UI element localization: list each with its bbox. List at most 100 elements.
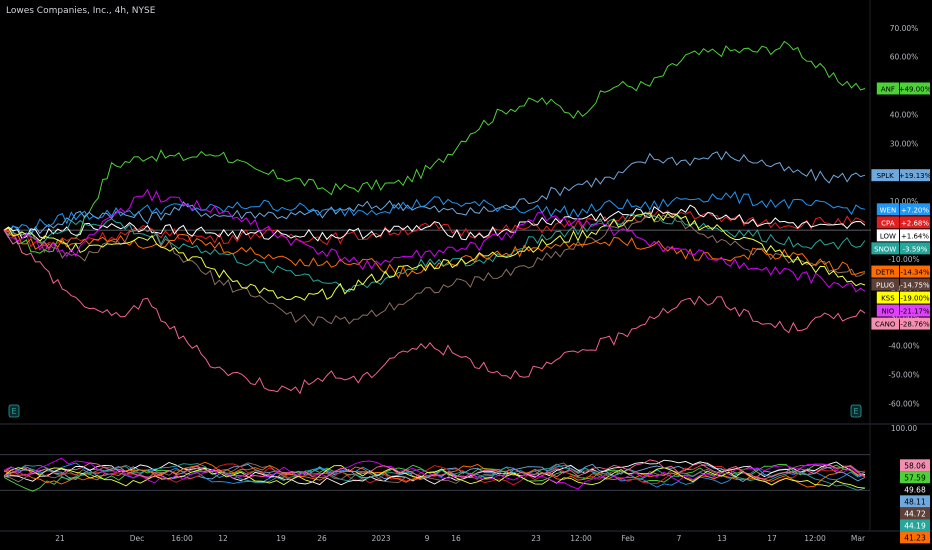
osc-readout: 44.19 [900,519,930,532]
series-value-tag [900,242,930,255]
series-line-plug [3,210,866,327]
x-tick-label: Feb [621,534,635,543]
series-label-cano: CANO -28.76% [871,317,930,330]
osc-readout-text: 58.06 [904,461,926,470]
series-name-text: PLUG [876,282,894,290]
series-value-text: +49.00% [899,85,932,93]
series-line-anf [3,40,866,254]
y-tick-label: 30.00% [890,139,919,148]
osc-readout: 58.06 [900,459,930,472]
series-name-text: KSS [881,295,895,303]
y-tick-label: 60.00% [890,53,919,62]
x-tick-label: 7 [677,534,682,543]
series-line-snow [3,211,866,293]
series-value-text: -14.75% [900,282,930,290]
series-label-cpa: CPA +2.68% [876,216,930,229]
series-value-text: -14.34% [900,269,930,277]
series-value-text: +7.20% [901,206,929,214]
chart-title: Lowes Companies, Inc., 4h, NYSE [6,6,156,16]
series-label-wen: WEN +7.20% [876,203,930,216]
series-label-splk: SPLK +19.13% [871,169,932,182]
series-value-text: -21.17% [900,308,930,316]
osc-readout: 41.23 [900,531,930,544]
series-name-text: LOW [880,232,896,240]
series-value-tag [900,278,930,291]
x-tick-label: 9 [425,534,430,543]
series-value-text: -19.00% [900,295,930,303]
osc-line-detr [3,461,866,488]
series-value-text: -3.59% [903,245,928,253]
series-value-text: +19.13% [899,172,932,180]
series-name-text: NIO [881,308,894,316]
series-label-low: LOW +1.64% [876,229,930,242]
series-value-tag [900,203,930,216]
y-tick-label: 40.00% [890,110,919,119]
x-tick-label: 12 [218,534,228,543]
x-tick-label: Mar [851,534,866,543]
series-label-plug: PLUG -14.75% [871,278,930,291]
series-name-tag [876,304,899,317]
x-tick-label: 23 [531,534,541,543]
osc-line-anf [3,463,866,492]
series-label-nio: NIO -21.17% [876,304,930,317]
series-name-text: SNOW [874,245,896,253]
osc-readout: 49.68 [900,483,930,496]
osc-readout-text: 44.19 [904,521,926,530]
x-tick-label: 26 [317,534,327,543]
x-tick-label: 19 [276,534,286,543]
y-tick-label: -60.00% [888,400,919,409]
series-value-tag [900,229,930,242]
y-tick-label: -50.00% [888,371,919,380]
osc-y-tick-label: 100.00 [891,424,917,433]
x-tick-label: 16:00 [171,534,193,543]
y-tick-label: 70.00% [890,24,919,33]
series-name-tag [876,216,899,229]
x-tick-label: Dec [130,534,145,543]
series-name-tag [871,278,899,291]
osc-line-low [3,459,866,486]
series-name-text: ANF [881,85,895,93]
x-tick-label: 16 [451,534,461,543]
earnings-marker-icon: E [850,404,862,418]
x-tick-label: 13 [717,534,727,543]
y-tick-label: -30.00% [888,313,919,322]
series-value-tag [900,216,930,229]
x-tick-label: 17 [767,534,777,543]
series-label-detr: DETR -14.34% [871,265,930,278]
series-value-text: +1.64% [901,232,929,240]
svg-text:E: E [11,407,16,416]
x-tick-label: 2023 [371,534,390,543]
y-tick-label: 10.00% [890,197,919,206]
series-name-tag [876,291,899,304]
x-tick-label: 12:00 [804,534,826,543]
series-name-text: CANO [875,321,896,329]
series-line-cano [3,229,866,395]
series-name-tag [876,229,899,242]
series-value-tag [900,317,930,330]
osc-readout-text: 41.23 [904,533,926,542]
osc-readout-text: 44.72 [904,509,926,518]
series-label-anf: ANF +49.00% [876,82,932,95]
osc-readout-text: 57.59 [904,473,926,482]
osc-readout: 57.59 [900,471,930,484]
y-tick-label: -40.00% [888,342,919,351]
series-line-wen [3,190,866,232]
series-name-tag [871,265,899,278]
series-value-tag [900,265,930,278]
svg-text:E: E [853,407,858,416]
series-name-tag [876,82,899,95]
osc-readout: 48.11 [900,495,930,508]
series-name-text: SPLK [877,172,895,180]
series-line-low [3,204,866,242]
x-tick-label: 21 [55,534,65,543]
series-line-splk [3,150,866,236]
series-name-text: WEN [880,206,897,214]
series-value-text: -28.76% [900,321,930,329]
series-name-text: CPA [881,219,895,227]
series-label-kss: KSS -19.00% [876,291,930,304]
series-name-tag [876,203,899,216]
series-value-text: +2.68% [901,219,929,227]
earnings-marker-icon: E [8,404,20,418]
series-label-snow: SNOW -3.59% [871,242,930,255]
